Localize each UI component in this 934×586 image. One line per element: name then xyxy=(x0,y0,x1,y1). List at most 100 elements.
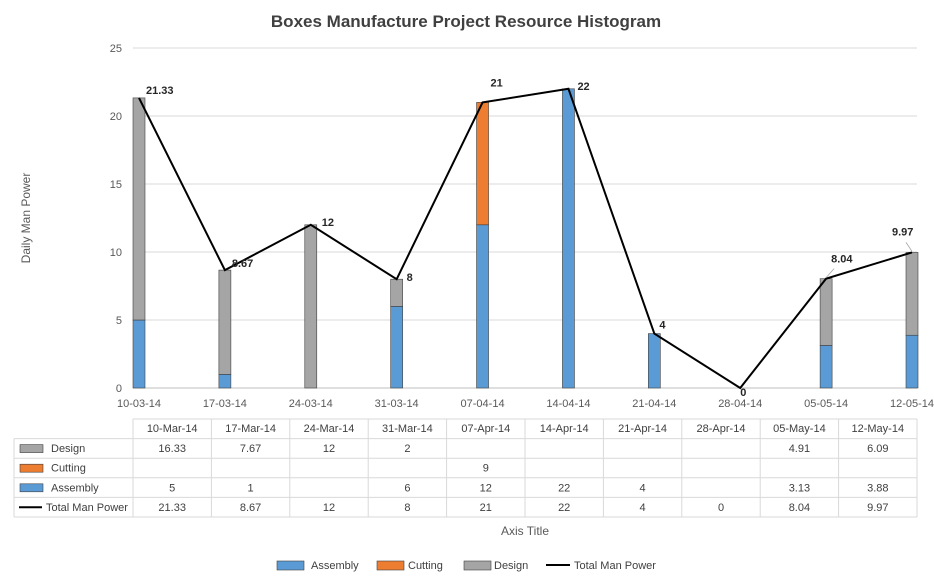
data-label: 22 xyxy=(577,81,589,93)
table-cell: 22 xyxy=(558,482,570,494)
x-tick-label: 12-05-14 xyxy=(890,398,934,410)
label-leader-line xyxy=(905,242,913,252)
chart-title: Boxes Manufacture Project Resource Histo… xyxy=(271,12,661,31)
legend-key-cutting xyxy=(19,463,44,473)
y-tick-label: 10 xyxy=(110,247,122,259)
bar-assembly xyxy=(562,88,575,389)
x-tick-label: 14-04-14 xyxy=(546,398,590,410)
x-axis-title: Axis Title xyxy=(501,524,549,538)
bar-design xyxy=(390,278,403,307)
bar-assembly xyxy=(390,306,403,389)
bar-assembly xyxy=(819,345,833,389)
table-cell: 8.04 xyxy=(789,502,810,514)
table-cell: 6.09 xyxy=(867,443,888,455)
table-header-cell: 17-Mar-14 xyxy=(225,423,276,435)
table-cell: 3.13 xyxy=(789,482,810,494)
table-row-label: Cutting xyxy=(51,463,86,475)
bar-cutting xyxy=(476,102,489,226)
bar-assembly xyxy=(132,319,146,389)
x-tick-label: 24-03-14 xyxy=(289,398,333,410)
x-tick-label: 21-04-14 xyxy=(632,398,676,410)
y-tick-label: 15 xyxy=(110,179,122,191)
x-tick-label: 07-04-14 xyxy=(461,398,505,410)
gridlines xyxy=(133,47,917,389)
table-cell: 0 xyxy=(718,502,724,514)
data-label: 8 xyxy=(407,272,413,284)
bar-design xyxy=(304,224,318,389)
legend-label: Assembly xyxy=(311,560,359,572)
legend-key-design xyxy=(19,444,44,453)
table-cell: 2 xyxy=(404,443,410,455)
bar-series xyxy=(132,88,919,389)
table-cell: 6 xyxy=(404,482,410,494)
table-row-label: Assembly xyxy=(51,482,99,494)
total-man-power-line xyxy=(138,87,913,390)
bar-design xyxy=(132,97,146,321)
legend-label: Cutting xyxy=(408,560,443,572)
table-cell: 12 xyxy=(323,443,335,455)
x-tick-label: 17-03-14 xyxy=(203,398,247,410)
data-label: 0 xyxy=(740,387,746,399)
table-cell: 9.97 xyxy=(867,502,888,514)
x-tick-label: 10-03-14 xyxy=(117,398,161,410)
table-cell: 16.33 xyxy=(158,443,186,455)
table-cell: 9 xyxy=(483,463,489,475)
table-cell: 22 xyxy=(558,502,570,514)
table-header-cell: 24-Mar-14 xyxy=(304,423,355,435)
table-cell: 1 xyxy=(248,482,254,494)
table-cell: 21.33 xyxy=(158,502,186,514)
table-header-cell: 10-Mar-14 xyxy=(147,423,198,435)
table-header-cell: 28-Apr-14 xyxy=(697,423,746,435)
table-cell: 8 xyxy=(404,502,410,514)
table-cell: 8.67 xyxy=(240,502,261,514)
table-header-cell: 12-May-14 xyxy=(852,423,905,435)
bar-design xyxy=(905,252,919,336)
table-cell: 5 xyxy=(169,482,175,494)
y-tick-label: 0 xyxy=(116,383,122,395)
data-label: 12 xyxy=(322,217,334,229)
y-tick-label: 25 xyxy=(110,43,122,55)
legend-key xyxy=(276,560,305,571)
y-tick-label: 20 xyxy=(110,111,122,123)
bar-assembly xyxy=(218,374,232,389)
legend-key xyxy=(463,560,492,571)
x-tick-label: 05-05-14 xyxy=(804,398,848,410)
table-header-cell: 05-May-14 xyxy=(773,423,826,435)
data-label: 8.04 xyxy=(831,254,853,266)
bar-design xyxy=(819,278,833,346)
y-axis-title: Daily Man Power xyxy=(19,173,33,264)
legend-label: Total Man Power xyxy=(574,560,656,572)
y-tick-labels: 0 5 10 15 20 25 xyxy=(110,43,122,395)
data-label: 4 xyxy=(659,320,666,332)
bar-assembly xyxy=(648,333,661,389)
bar-assembly xyxy=(905,334,919,389)
bar-design xyxy=(218,269,232,375)
table-header-cell: 14-Apr-14 xyxy=(540,423,589,435)
total-line-series: 21.33 8.67 12 8 21 22 4 0 8.04 9.97 xyxy=(138,77,913,399)
x-tick-labels: 10-03-14 17-03-14 24-03-14 31-03-14 07-04-14… xyxy=(117,398,934,410)
data-label: 9.97 xyxy=(892,226,913,238)
table-cell: 3.88 xyxy=(867,482,888,494)
label-leader-line xyxy=(825,268,835,278)
legend-key xyxy=(376,560,405,571)
table-cell: 4 xyxy=(640,482,646,494)
data-label: 21.33 xyxy=(146,85,174,97)
table-header-cell: 31-Mar-14 xyxy=(382,423,433,435)
data-label: 21 xyxy=(491,77,503,89)
table-header-cell: 21-Apr-14 xyxy=(618,423,667,435)
data-label: 8.67 xyxy=(232,258,253,270)
y-tick-label: 5 xyxy=(116,315,122,327)
x-tick-label: 31-03-14 xyxy=(375,398,419,410)
table-cell: 21 xyxy=(480,502,492,514)
table-header-cell: 07-Apr-14 xyxy=(461,423,510,435)
legend-label: Design xyxy=(494,560,528,572)
table-cell: 4.91 xyxy=(789,443,810,455)
bar-assembly xyxy=(476,224,489,389)
table-cell: 12 xyxy=(480,482,492,494)
table-cell: 4 xyxy=(640,502,646,514)
x-tick-label: 28-04-14 xyxy=(718,398,762,410)
legend-key-assembly xyxy=(19,483,44,493)
legend: Assembly Cutting Design Total Man Power xyxy=(276,560,656,572)
table-cell: 12 xyxy=(323,502,335,514)
